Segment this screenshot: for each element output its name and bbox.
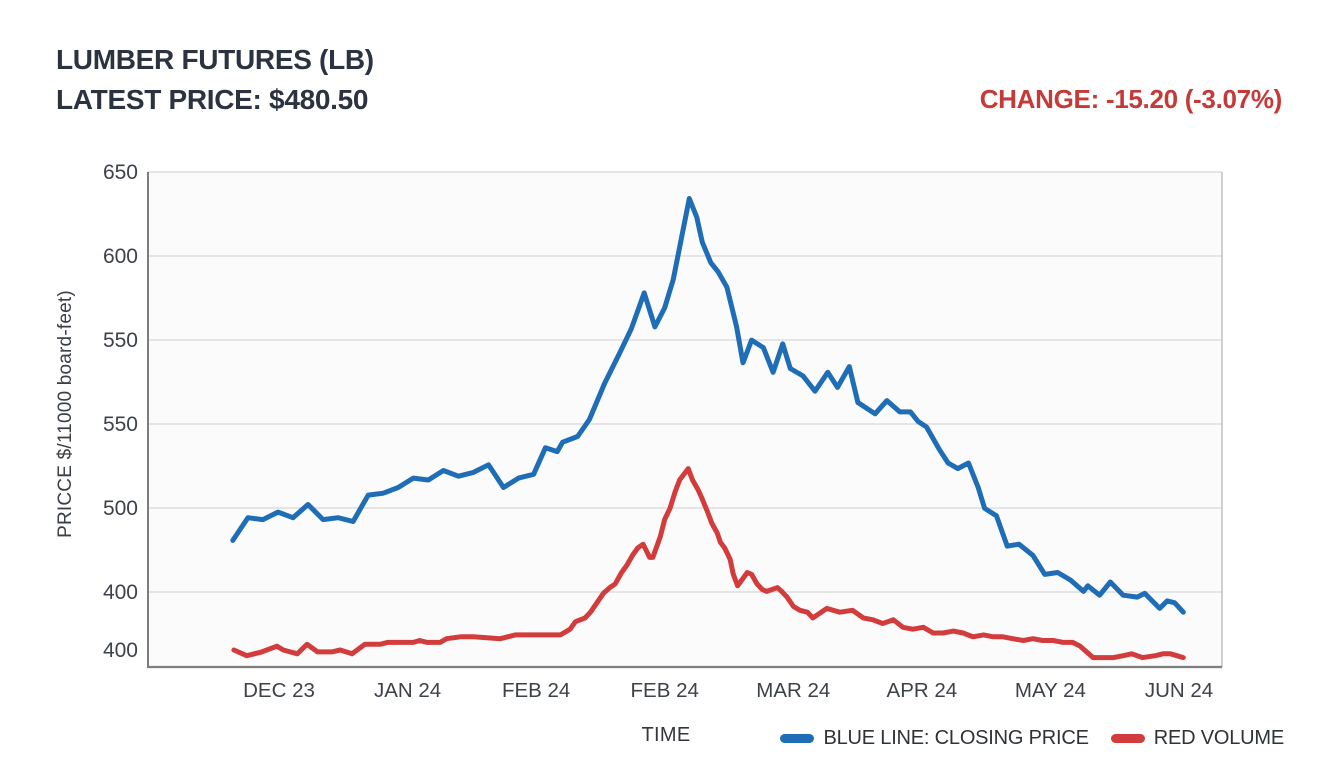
- latest-price-label: LATEST PRICE: $480.50: [56, 84, 369, 115]
- volume-line: [231, 466, 1186, 661]
- legend-label-volume: RED VOLUME: [1153, 727, 1284, 749]
- y-tick-label: 550: [103, 413, 138, 436]
- y-tick-label: 650: [103, 161, 138, 184]
- chart-header: LUMBER FUTURES (LB) LATEST PRICE: $480.5…: [56, 40, 374, 120]
- legend-item-volume: RED VOLUME: [1110, 727, 1284, 750]
- y-tick-label: 400: [103, 581, 138, 604]
- x-tick-label: DEC 23: [243, 679, 315, 702]
- x-axis-title: TIME: [641, 724, 691, 746]
- x-tick-label: APR 24: [887, 679, 958, 702]
- x-tick-label: JAN 24: [374, 679, 441, 702]
- legend-label-closing-price: BLUE LINE: CLOSING PRICE: [823, 727, 1089, 749]
- x-tick-label: JUN 24: [1145, 679, 1213, 702]
- y-tick-label: 550: [103, 329, 138, 352]
- x-tick-label: FEB 24: [502, 679, 570, 702]
- chart-legend: BLUE LINE: CLOSING PRICE RED VOLUME: [780, 727, 1284, 750]
- x-tick-label: FEB 24: [631, 679, 699, 702]
- change-label: CHANGE: -15.20 (-3.07%): [979, 84, 1283, 114]
- plot-area: [148, 172, 1222, 667]
- y-tick-label: 600: [103, 245, 138, 268]
- y-tick-label: 500: [103, 497, 138, 520]
- red-line-swatch: [1110, 734, 1145, 743]
- closing-price-line: [230, 196, 1186, 615]
- x-tick-label: MAR 24: [756, 679, 830, 702]
- blue-line-swatch: [780, 734, 815, 743]
- page-title: LUMBER FUTURES (LB): [56, 44, 374, 75]
- legend-item-closing-price: BLUE LINE: CLOSING PRICE: [780, 727, 1089, 750]
- x-tick-label: MAY 24: [1015, 679, 1086, 702]
- y-tick-label: 400: [103, 639, 138, 662]
